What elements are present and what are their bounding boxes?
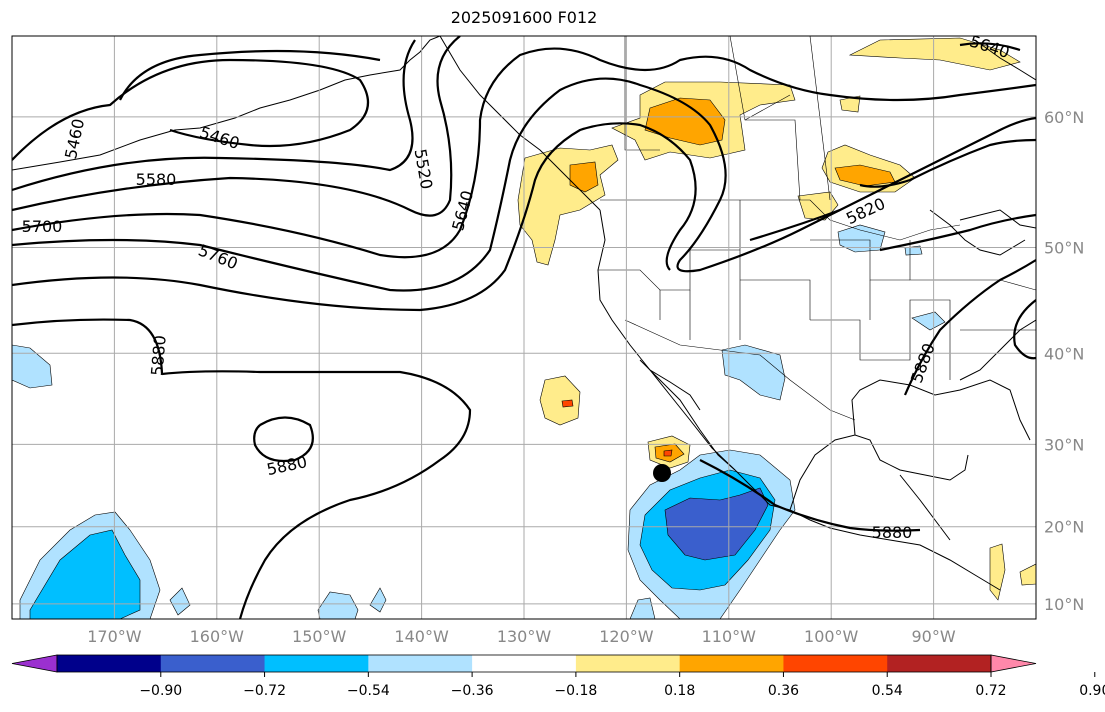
lat-tick-label: 30°N	[1044, 435, 1084, 454]
colorbar-segment	[783, 655, 888, 672]
colorbar-tick-label: 0.72	[975, 683, 1006, 699]
colorbar-segment	[264, 655, 369, 672]
anomaly-negative-strong	[664, 487, 769, 561]
contour-5580	[12, 36, 461, 217]
colorbar-segment	[472, 655, 577, 672]
anomaly-positive-strong	[663, 449, 673, 457]
contour-5880-main	[161, 370, 472, 619]
lon-tick-label: 90°W	[912, 627, 956, 646]
anomaly-positive-medium	[644, 97, 726, 146]
colorbar-extend-high	[990, 654, 1037, 673]
map-frame	[11, 35, 1037, 620]
contour-5640	[12, 47, 1036, 259]
graticule	[12, 36, 1036, 619]
anomaly-negative-light	[317, 591, 359, 619]
contour-5700	[12, 77, 1036, 292]
lon-tick-label: 160°W	[190, 627, 245, 646]
anomaly-positive-light	[539, 375, 581, 426]
colorbar-segment	[57, 655, 162, 672]
anomaly-positive-medium	[569, 161, 599, 193]
contour-5820-ne	[879, 213, 1036, 252]
colorbar-segment	[575, 655, 681, 672]
anomaly-negative-medium	[29, 529, 141, 619]
contour-5760	[12, 122, 697, 312]
colorbar-tick-label: −0.72	[243, 683, 286, 699]
colorbar-extend-low	[11, 654, 58, 673]
lat-tick-label: 50°N	[1044, 239, 1084, 258]
height-contours	[12, 36, 1036, 619]
contour-5460-north	[119, 49, 381, 101]
storm-center-marker	[653, 464, 671, 482]
contour-5820	[859, 138, 1036, 188]
colorbar: −0.90 −0.72 −0.54 −0.36 −0.18 0.18 0.36 0.54 0.7…	[11, 654, 1105, 699]
anomaly-positive-light	[1019, 563, 1036, 586]
contour-5820b	[749, 208, 841, 242]
lon-tick-label: 130°W	[497, 627, 552, 646]
colorbar-tick-label: −0.90	[139, 683, 182, 699]
contour-label: 5880	[872, 523, 913, 542]
colorbar-segment	[887, 655, 992, 672]
latitude-tick-labels: 60°N 50°N 40°N 30°N 20°N 10°N	[1044, 108, 1084, 614]
anomaly-negative-light	[369, 587, 387, 613]
contour-5880-ne2	[1013, 299, 1036, 360]
anomaly-negative-light	[169, 587, 191, 616]
contour-label: 5880	[147, 334, 169, 376]
contour-5880-east	[699, 459, 921, 532]
contour-5520	[12, 39, 416, 192]
coastlines	[12, 36, 1036, 591]
contour-5460	[12, 58, 370, 161]
anomaly-positive-strong	[561, 399, 574, 408]
colorbar-tick-label: 0.90	[1079, 683, 1105, 699]
anomaly-negative-light	[721, 344, 786, 401]
anomaly-positive-light	[848, 37, 1021, 71]
lat-tick-label: 20°N	[1044, 518, 1084, 537]
shaded-anomalies	[12, 37, 1036, 619]
contour-label: 5700	[22, 217, 63, 236]
lon-tick-label: 110°W	[702, 627, 757, 646]
colorbar-tick-label: 0.36	[768, 683, 799, 699]
lat-tick-label: 40°N	[1044, 344, 1084, 363]
lat-tick-label: 60°N	[1044, 108, 1084, 127]
colorbar-segment	[368, 655, 473, 672]
colorbar-tick-label: 0.54	[872, 683, 903, 699]
anomaly-negative-light	[911, 311, 946, 331]
anomaly-negative-light	[12, 344, 53, 389]
anomaly-negative-light	[629, 597, 656, 619]
map-title: 2025091600 F012	[450, 8, 598, 27]
lon-tick-label: 120°W	[599, 627, 654, 646]
lon-tick-label: 150°W	[292, 627, 347, 646]
anomaly-negative-light	[904, 245, 923, 256]
colorbar-frame	[56, 654, 992, 673]
longitude-tick-labels: 170°W 160°W 150°W 140°W 130°W 120°W 110°W 100°W…	[87, 627, 956, 646]
lon-tick-label: 140°W	[394, 627, 449, 646]
colorbar-tick-label: 0.18	[664, 683, 695, 699]
contour-5880-loop	[253, 416, 314, 463]
contour-5640-ne	[959, 42, 1021, 52]
lon-tick-label: 100°W	[804, 627, 859, 646]
lon-tick-label: 170°W	[87, 627, 142, 646]
contour-label: 5580	[136, 170, 177, 189]
contour-5880-left	[12, 318, 164, 375]
colorbar-tick-label: −0.36	[451, 683, 494, 699]
colorbar-segment	[679, 655, 784, 672]
colorbar-tick-label: −0.18	[554, 683, 597, 699]
colorbar-segment	[160, 655, 266, 672]
colorbar-tick-label: −0.54	[347, 683, 390, 699]
political-borders	[598, 36, 1036, 421]
contour-5880-ne	[903, 259, 1036, 396]
lat-tick-label: 10°N	[1044, 595, 1084, 614]
